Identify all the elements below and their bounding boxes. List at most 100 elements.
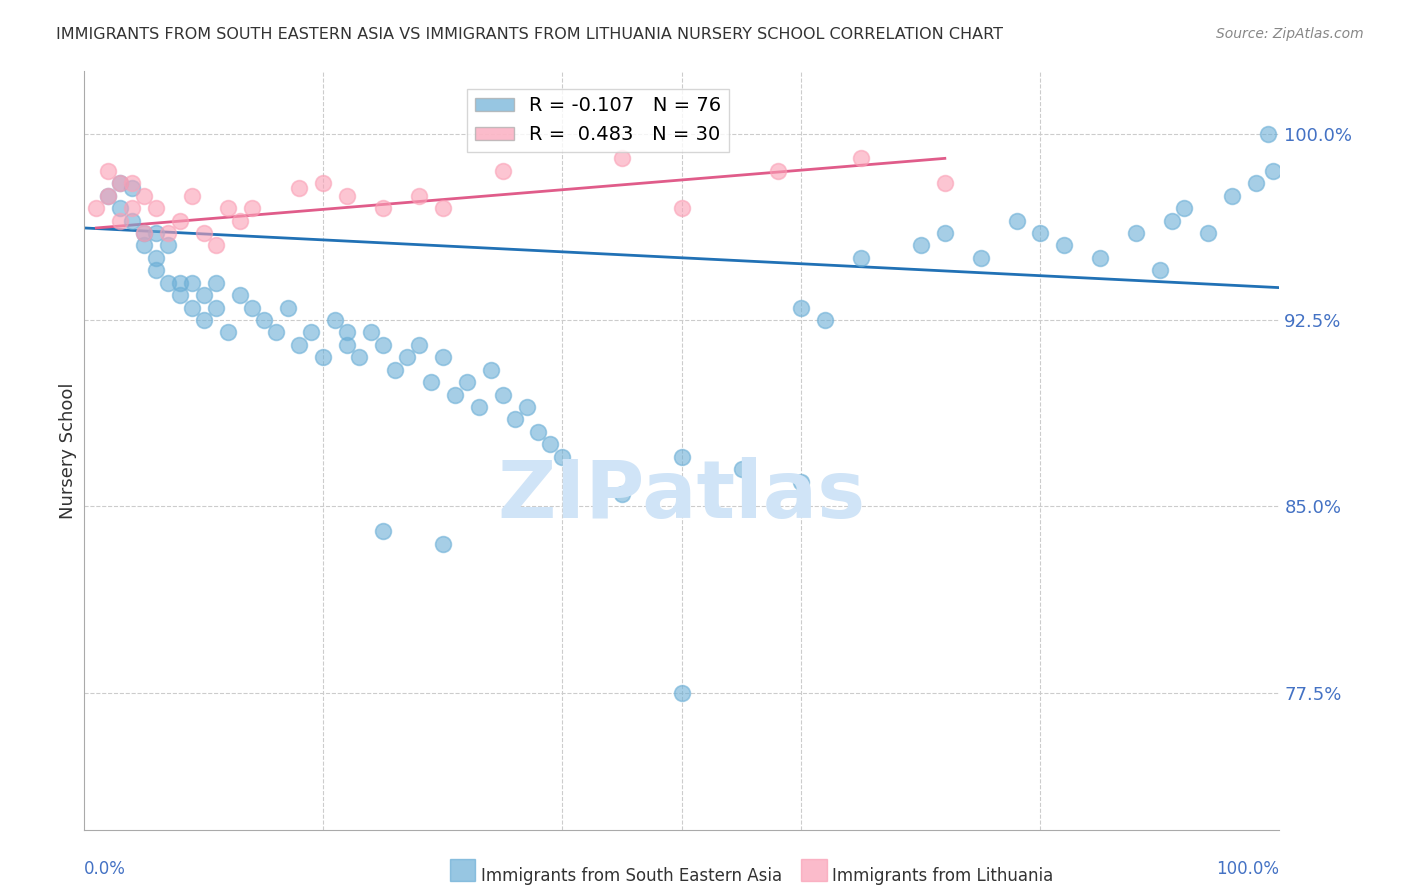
Point bbox=[205, 238, 228, 252]
Point bbox=[132, 226, 156, 240]
Point bbox=[217, 326, 239, 340]
Text: 100.0%: 100.0% bbox=[1216, 860, 1279, 878]
Point bbox=[420, 375, 443, 389]
Legend: R = -0.107   N = 76, R =  0.483   N = 30: R = -0.107 N = 76, R = 0.483 N = 30 bbox=[467, 88, 730, 152]
Point bbox=[910, 238, 932, 252]
Point bbox=[301, 326, 323, 340]
Point bbox=[551, 450, 574, 464]
Point bbox=[288, 181, 311, 195]
Point bbox=[492, 387, 515, 401]
Point bbox=[349, 350, 371, 364]
Point bbox=[1090, 251, 1112, 265]
Point bbox=[312, 350, 335, 364]
Point bbox=[468, 400, 491, 414]
Point bbox=[612, 152, 634, 166]
Point bbox=[169, 213, 191, 227]
Point bbox=[671, 201, 693, 215]
Point bbox=[121, 181, 143, 195]
Point bbox=[157, 226, 180, 240]
Point bbox=[145, 226, 167, 240]
Point bbox=[217, 201, 239, 215]
Point bbox=[145, 263, 167, 277]
Point bbox=[408, 188, 430, 202]
Point bbox=[1244, 176, 1267, 190]
Point bbox=[373, 201, 395, 215]
Point bbox=[181, 301, 204, 315]
Point bbox=[373, 338, 395, 352]
Text: Immigrants from South Eastern Asia: Immigrants from South Eastern Asia bbox=[481, 867, 782, 885]
Point bbox=[121, 176, 143, 190]
Point bbox=[110, 176, 132, 190]
Point bbox=[970, 251, 993, 265]
Point bbox=[97, 188, 120, 202]
Point bbox=[1149, 263, 1171, 277]
Point bbox=[336, 326, 359, 340]
Point bbox=[229, 213, 252, 227]
Point bbox=[766, 163, 789, 178]
Point bbox=[396, 350, 419, 364]
Point bbox=[516, 400, 538, 414]
Point bbox=[1263, 163, 1285, 178]
Text: 0.0%: 0.0% bbox=[84, 860, 127, 878]
Point bbox=[384, 362, 406, 376]
Point bbox=[1173, 201, 1195, 215]
Point bbox=[790, 475, 813, 489]
Point bbox=[1220, 188, 1243, 202]
Point bbox=[527, 425, 550, 439]
Point bbox=[934, 226, 956, 240]
Point bbox=[612, 487, 634, 501]
Point bbox=[934, 176, 956, 190]
Point bbox=[814, 313, 837, 327]
Text: Immigrants from Lithuania: Immigrants from Lithuania bbox=[832, 867, 1053, 885]
Point bbox=[145, 251, 167, 265]
Point bbox=[110, 176, 132, 190]
Point bbox=[181, 276, 204, 290]
Point bbox=[1161, 213, 1184, 227]
Point bbox=[1053, 238, 1076, 252]
Point bbox=[157, 276, 180, 290]
Point bbox=[336, 188, 359, 202]
Point bbox=[86, 201, 108, 215]
Point bbox=[1005, 213, 1028, 227]
Point bbox=[229, 288, 252, 302]
Point bbox=[360, 326, 382, 340]
Point bbox=[193, 313, 215, 327]
Point bbox=[373, 524, 395, 539]
Point bbox=[444, 387, 467, 401]
Point bbox=[1197, 226, 1219, 240]
Point bbox=[97, 163, 120, 178]
Point bbox=[132, 188, 156, 202]
Point bbox=[1029, 226, 1052, 240]
Point bbox=[671, 686, 693, 700]
Point bbox=[851, 152, 873, 166]
Point bbox=[540, 437, 562, 451]
Point bbox=[503, 412, 526, 426]
Y-axis label: Nursery School: Nursery School bbox=[59, 382, 77, 519]
Point bbox=[110, 201, 132, 215]
Point bbox=[790, 301, 813, 315]
Point bbox=[325, 313, 347, 327]
Point bbox=[97, 188, 120, 202]
Point bbox=[1257, 127, 1279, 141]
Point bbox=[288, 338, 311, 352]
Text: IMMIGRANTS FROM SOUTH EASTERN ASIA VS IMMIGRANTS FROM LITHUANIA NURSERY SCHOOL C: IMMIGRANTS FROM SOUTH EASTERN ASIA VS IM… bbox=[56, 27, 1004, 42]
Point bbox=[157, 238, 180, 252]
Point bbox=[432, 537, 454, 551]
Point bbox=[132, 226, 156, 240]
Point bbox=[169, 276, 191, 290]
Point bbox=[479, 362, 502, 376]
Point bbox=[121, 201, 143, 215]
Point bbox=[432, 201, 454, 215]
Point bbox=[1125, 226, 1147, 240]
Point bbox=[671, 450, 693, 464]
Text: ZIPatlas: ZIPatlas bbox=[498, 457, 866, 535]
Point bbox=[253, 313, 276, 327]
Point bbox=[110, 213, 132, 227]
Point bbox=[336, 338, 359, 352]
Point bbox=[277, 301, 299, 315]
Point bbox=[181, 188, 204, 202]
Point bbox=[731, 462, 754, 476]
Point bbox=[851, 251, 873, 265]
Text: Source: ZipAtlas.com: Source: ZipAtlas.com bbox=[1216, 27, 1364, 41]
Point bbox=[193, 226, 215, 240]
